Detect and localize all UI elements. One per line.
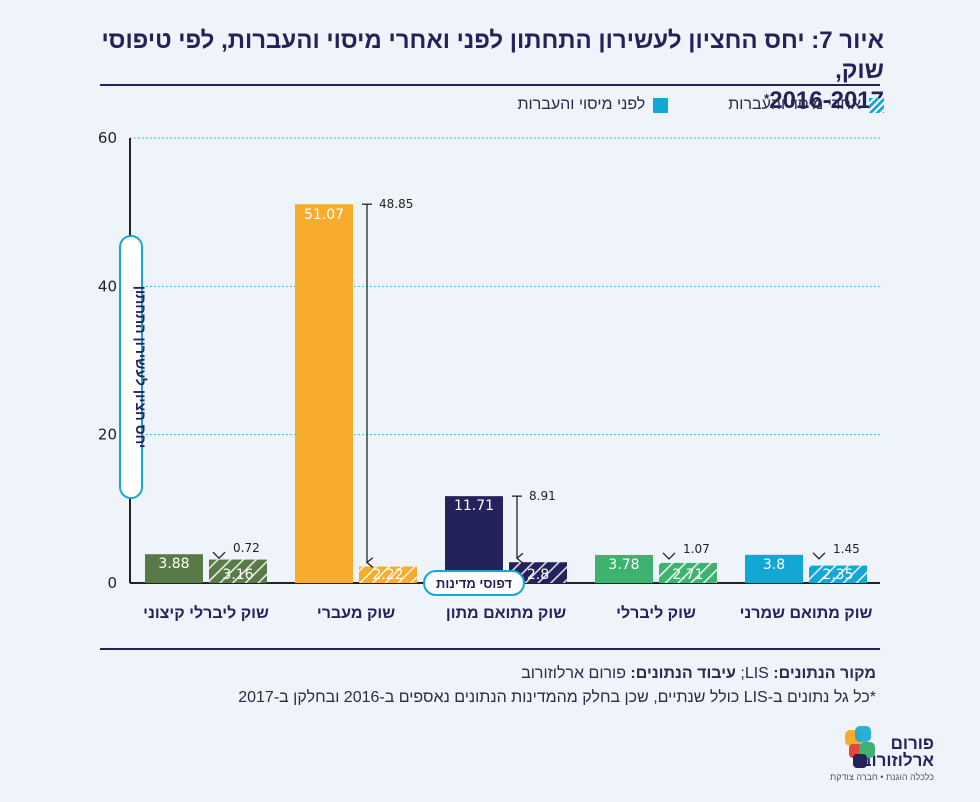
footnote-text: *כל גל נתונים ב-LIS כולל שנתיים, שכן בחל…	[238, 689, 876, 706]
data-label-after: 3.16	[222, 567, 253, 583]
category-label: שוק ליברלי	[616, 604, 696, 622]
logo-name-line2: ארלוזורוב	[860, 751, 934, 770]
y-tick-label: 0	[107, 574, 117, 592]
category-label: שוק מתואם מתון	[446, 605, 566, 622]
difference-label: 1.07	[683, 542, 710, 556]
bar-chart: 0 20 40 60 3.88 3.16 0.72 שוק ליברלי קיצוני 51.0…	[98, 129, 880, 622]
logo-square-navy	[853, 754, 867, 768]
y-tick-label: 20	[98, 426, 117, 444]
data-label-after: 2.35	[822, 567, 853, 583]
y-tick-label: 40	[98, 277, 117, 295]
bar-after	[209, 559, 267, 583]
y-axis-label-pill	[119, 235, 143, 499]
legend-swatch-hatched	[869, 97, 884, 113]
data-label-before: 3.78	[608, 557, 639, 573]
logo-text: פורום ארלוזורוב כלכלה הוגנת • חברה צודקת	[830, 735, 934, 782]
difference-label: 48.85	[379, 197, 413, 211]
logo-square-blue	[855, 726, 871, 742]
difference-label: 1.45	[833, 542, 860, 556]
data-label-before: 3.88	[158, 556, 189, 572]
y-tick-label: 60	[98, 129, 117, 147]
source-divider	[100, 648, 880, 650]
source-value: LIS;	[740, 665, 769, 682]
chart-title: איור 7: יחס החציון לעשירון התחתון לפני ו…	[84, 26, 884, 116]
data-label-after: 2.71	[672, 567, 703, 583]
data-label-before: 3.8	[763, 557, 785, 573]
x-axis-label: דפוסי מדינות	[436, 576, 512, 591]
x-axis-label-pill	[423, 570, 525, 596]
y-axis-label: יחס חציון לעשירון התחתון	[133, 286, 149, 449]
processing-label: עיבוד הנתונים:	[630, 665, 736, 682]
title-years: 2016-2017	[769, 87, 884, 114]
logo-name-line1: פורום	[890, 734, 934, 753]
difference-chevron	[662, 552, 676, 560]
bar-before	[295, 204, 353, 583]
legend-swatch-solid	[653, 97, 669, 113]
title-divider	[100, 84, 880, 86]
difference-chevron	[212, 551, 226, 560]
legend-label-before: לפני מיסוי והעברות	[517, 96, 646, 113]
chart-legend: אחרי מיסוי והעברות לפני מיסוי והעברות	[517, 96, 884, 114]
bar-before	[595, 554, 653, 583]
bar-after	[659, 562, 717, 583]
logo-tagline: כלכלה הוגנת • חברה צודקת	[830, 772, 934, 782]
title-footnote-mark: *	[764, 91, 770, 106]
title-main: איור 7: יחס החציון לעשירון התחתון לפני ו…	[101, 27, 884, 84]
bar-after	[809, 565, 867, 583]
category-label: שוק מעברי	[317, 605, 395, 622]
legend-item-after: אחרי מיסוי והעברות	[728, 96, 884, 114]
source-line: מקור הנתונים: LIS; עיבוד הנתונים: פורום …	[238, 662, 876, 686]
bar-before	[445, 496, 503, 583]
arlozorov-logo-icon	[845, 726, 875, 768]
data-label-after: 2.8	[527, 567, 549, 583]
difference-label: 0.72	[233, 541, 260, 555]
bar-before	[745, 554, 803, 583]
category-label: שוק ליברלי קיצוני	[143, 604, 269, 622]
bar-before	[145, 554, 203, 583]
data-label-before: 11.71	[454, 498, 494, 514]
difference-label: 8.91	[529, 489, 556, 503]
data-label-before: 51.07	[304, 207, 344, 223]
category-label: שוק מתואם שמרני	[740, 605, 873, 622]
legend-item-before: לפני מיסוי והעברות	[517, 96, 669, 114]
difference-chevron	[812, 552, 826, 560]
source-note: מקור הנתונים: LIS; עיבוד הנתונים: פורום …	[238, 662, 876, 710]
data-label-after: 2.22	[372, 567, 403, 583]
legend-label-after: אחרי מיסוי והעברות	[728, 96, 861, 113]
source-label: מקור הנתונים:	[773, 665, 876, 682]
processing-value: פורום ארלוזורוב	[521, 665, 626, 682]
bar-after	[359, 566, 417, 583]
